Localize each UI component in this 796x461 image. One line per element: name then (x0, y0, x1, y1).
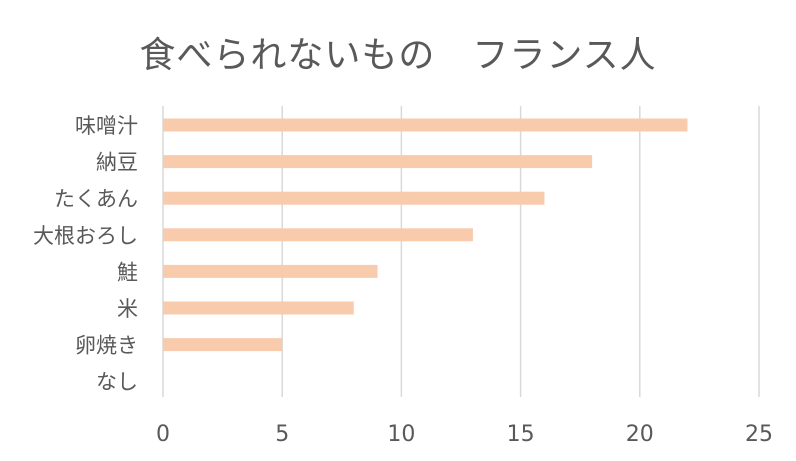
x-tick-label: 0 (156, 422, 170, 447)
chart-title: 食べられないもの フランス人 (139, 35, 657, 76)
bar-6 (163, 338, 283, 352)
x-tick-labels: 0 5 10 15 20 25 (156, 422, 773, 447)
category-label: 味噌汁 (75, 114, 138, 138)
category-label: 鮭 (117, 260, 138, 284)
category-label: 大根おろし (33, 224, 138, 248)
bar-5 (163, 301, 354, 315)
x-tick-label: 10 (387, 422, 415, 447)
x-tick-label: 20 (626, 422, 654, 447)
grid-lines (162, 106, 760, 397)
category-label: 納豆 (96, 151, 138, 175)
category-label: 米 (117, 297, 138, 321)
x-tick-label: 15 (507, 422, 535, 447)
x-tick-label: 25 (745, 422, 773, 447)
category-label: なし (96, 370, 138, 394)
bar-4 (163, 264, 378, 278)
bar-1 (163, 155, 593, 169)
category-label: たくあん (54, 187, 138, 211)
bars (163, 118, 688, 352)
bar-3 (163, 228, 473, 242)
x-tick-label: 5 (275, 422, 289, 447)
bar-0 (163, 118, 688, 132)
bar-2 (163, 191, 545, 205)
category-label: 卵焼き (75, 334, 138, 358)
